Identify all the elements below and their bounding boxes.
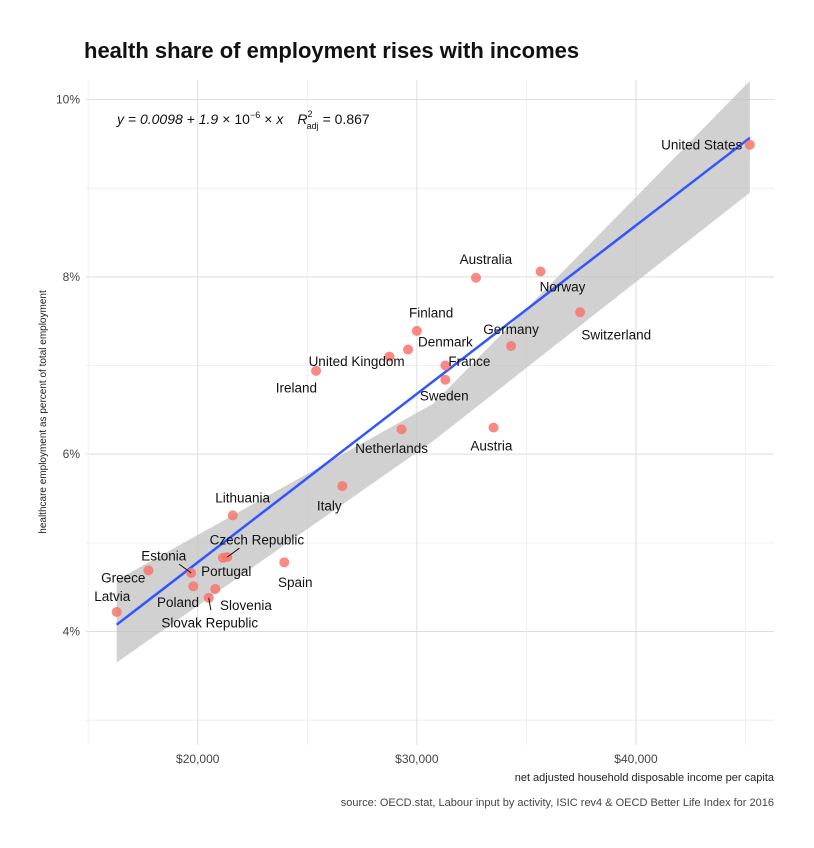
y-tick-label: 10%: [56, 93, 80, 107]
point-denmark: [403, 344, 414, 355]
label-ireland: Ireland: [276, 381, 317, 396]
label-switzerland: Switzerland: [581, 327, 651, 342]
points-group: [111, 139, 755, 617]
confidence-band-group: [116, 80, 750, 663]
y-axis-title: healthcare employment as percent of tota…: [38, 290, 49, 534]
eq-x: x: [275, 111, 284, 127]
point-latvia: [111, 607, 122, 617]
eq-exp: −6: [250, 110, 260, 120]
y-tick-label: 8%: [63, 270, 81, 284]
label-spain: Spain: [278, 575, 313, 590]
point-sweden: [440, 374, 451, 385]
label-netherlands: Netherlands: [355, 441, 428, 456]
label-lithuania: Lithuania: [215, 491, 270, 506]
gridlines: [86, 80, 774, 745]
label-austria: Austria: [470, 438, 513, 453]
label-slovenia: Slovenia: [220, 598, 272, 613]
caption: source: OECD.stat, Labour input by activ…: [341, 797, 774, 809]
point-austria: [488, 422, 499, 433]
y-tick-label: 4%: [63, 625, 81, 639]
point-australia: [471, 272, 482, 283]
point-poland: [217, 552, 228, 563]
point-greece: [143, 565, 154, 576]
point-switzerland: [575, 307, 586, 318]
eq-lhs: y = 0.0098 + 1.9: [116, 111, 218, 127]
label-portugal: Portugal: [201, 564, 251, 579]
leader-slovak-republic: [208, 597, 212, 611]
point-united-states: [744, 139, 755, 150]
x-axis-ticks: $20,000 $30,000 $40,000: [176, 752, 658, 766]
label-united-states: United States: [661, 138, 742, 153]
fit-line-group: [115, 136, 751, 626]
point-portugal: [188, 581, 199, 592]
x-axis-title: net adjusted household disposable income…: [515, 772, 775, 784]
label-australia: Australia: [460, 252, 513, 267]
eq-base: 10: [234, 111, 250, 127]
label-united-kingdom: United Kingdom: [309, 354, 405, 369]
point-ireland: [311, 365, 322, 376]
x-tick-label: $40,000: [614, 752, 658, 766]
eq-times2: ×: [264, 111, 272, 127]
regression-line: [115, 136, 751, 626]
point-united-kingdom: [384, 351, 395, 362]
leader-estonia: [178, 563, 192, 574]
point-france: [440, 360, 451, 371]
label-greece: Greece: [101, 570, 145, 585]
point-norway: [535, 266, 546, 277]
label-estonia: Estonia: [141, 548, 187, 563]
label-sweden: Sweden: [420, 389, 469, 404]
label-slovak-republic: Slovak Republic: [161, 616, 258, 631]
eq-r-sup: 2: [308, 109, 313, 119]
eq-r-sub: adj: [307, 121, 319, 131]
label-denmark: Denmark: [418, 335, 473, 350]
label-norway: Norway: [540, 280, 586, 295]
point-germany: [506, 341, 517, 351]
confidence-band: [116, 80, 750, 663]
point-finland: [411, 325, 422, 336]
label-poland: Poland: [157, 595, 199, 610]
point-italy: [337, 481, 348, 492]
x-tick-label: $30,000: [395, 752, 439, 766]
eq-r: R: [297, 111, 307, 127]
label-latvia: Latvia: [94, 589, 131, 604]
label-germany: Germany: [483, 322, 539, 337]
point-netherlands: [396, 424, 407, 435]
eq-r-val: = 0.867: [323, 111, 370, 127]
regression-equation: y = 0.0098 + 1.9 × 10−6 × x R2 adj = 0.867: [116, 109, 370, 131]
point-slovenia: [210, 583, 221, 594]
chart-title: health share of employment rises with in…: [84, 38, 579, 63]
point-labels: United States Australia Norway Switzerland F…: [94, 138, 742, 631]
label-france: France: [448, 354, 490, 369]
point-spain: [279, 557, 290, 568]
eq-times1: ×: [222, 111, 230, 127]
y-tick-label: 6%: [63, 447, 81, 461]
point-lithuania: [227, 510, 238, 521]
y-axis-ticks: 4% 6% 8% 10%: [56, 93, 80, 639]
leader-lines: [178, 547, 240, 611]
label-finland: Finland: [409, 305, 453, 320]
leader-czech-republic: [227, 547, 240, 558]
label-italy: Italy: [317, 499, 342, 514]
label-czech-republic: Czech Republic: [210, 532, 305, 547]
x-tick-label: $20,000: [176, 752, 220, 766]
